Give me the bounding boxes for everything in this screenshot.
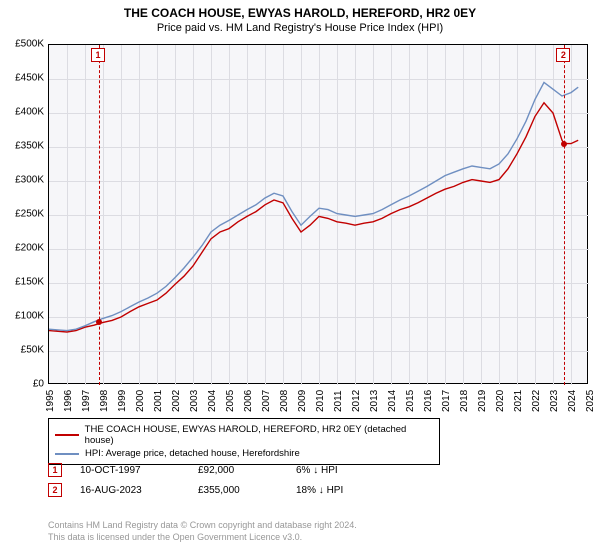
x-tick-label: 2023 (549, 390, 560, 412)
x-tick-label: 2024 (567, 390, 578, 412)
chart-svg (49, 45, 589, 385)
x-tick-label: 2011 (333, 390, 344, 412)
x-tick-label: 2015 (405, 390, 416, 412)
data-rows: 1 10-OCT-1997 £92,000 6% ↓ HPI 2 16-AUG-2023 £… (48, 460, 343, 500)
x-tick-label: 2001 (153, 390, 164, 412)
x-tick-label: 1998 (99, 390, 110, 412)
x-tick-label: 2007 (261, 390, 272, 412)
legend-row: HPI: Average price, detached house, Here… (55, 447, 433, 460)
event-vline (564, 45, 565, 385)
chart-plot-area (48, 44, 588, 384)
x-tick-label: 2019 (477, 390, 488, 412)
y-tick-label: £400K (0, 107, 44, 118)
x-tick-label: 1999 (117, 390, 128, 412)
data-row-marker: 2 (48, 483, 62, 497)
x-tick-label: 2021 (513, 390, 524, 412)
event-marker-dot (561, 141, 567, 147)
data-row-marker: 1 (48, 463, 62, 477)
footnote-line: This data is licensed under the Open Gov… (48, 532, 357, 544)
data-row-delta: 18% ↓ HPI (296, 485, 343, 496)
data-row-date: 16-AUG-2023 (80, 485, 180, 496)
x-tick-label: 2009 (297, 390, 308, 412)
y-tick-label: £0 (0, 379, 44, 390)
event-vline (99, 45, 100, 385)
x-tick-label: 2008 (279, 390, 290, 412)
event-marker-box: 2 (556, 48, 570, 62)
x-tick-label: 2013 (369, 390, 380, 412)
x-tick-label: 2012 (351, 390, 362, 412)
x-tick-label: 2004 (207, 390, 218, 412)
x-tick-label: 2006 (243, 390, 254, 412)
event-marker-dot (96, 319, 102, 325)
x-tick-label: 2005 (225, 390, 236, 412)
x-tick-label: 2018 (459, 390, 470, 412)
footnote: Contains HM Land Registry data © Crown c… (48, 520, 357, 543)
chart-subtitle: Price paid vs. HM Land Registry's House … (0, 20, 600, 34)
data-row-price: £355,000 (198, 485, 278, 496)
x-tick-label: 2002 (171, 390, 182, 412)
footnote-line: Contains HM Land Registry data © Crown c… (48, 520, 357, 532)
x-tick-label: 2025 (585, 390, 596, 412)
y-tick-label: £500K (0, 39, 44, 50)
legend-label: HPI: Average price, detached house, Here… (85, 448, 300, 459)
x-tick-label: 1997 (81, 390, 92, 412)
y-tick-label: £200K (0, 243, 44, 254)
x-tick-label: 2010 (315, 390, 326, 412)
y-tick-label: £50K (0, 345, 44, 356)
data-row: 2 16-AUG-2023 £355,000 18% ↓ HPI (48, 480, 343, 500)
y-tick-label: £350K (0, 141, 44, 152)
data-row: 1 10-OCT-1997 £92,000 6% ↓ HPI (48, 460, 343, 480)
x-tick-label: 1995 (45, 390, 56, 412)
y-tick-label: £300K (0, 175, 44, 186)
event-marker-box: 1 (91, 48, 105, 62)
legend-swatch (55, 453, 79, 455)
x-tick-label: 2017 (441, 390, 452, 412)
y-tick-label: £100K (0, 311, 44, 322)
legend-swatch (55, 434, 79, 436)
x-tick-label: 1996 (63, 390, 74, 412)
y-tick-label: £450K (0, 73, 44, 84)
legend: THE COACH HOUSE, EWYAS HAROLD, HEREFORD,… (48, 418, 440, 465)
legend-label: THE COACH HOUSE, EWYAS HAROLD, HEREFORD,… (85, 424, 433, 446)
data-row-price: £92,000 (198, 465, 278, 476)
x-tick-label: 2014 (387, 390, 398, 412)
x-tick-label: 2022 (531, 390, 542, 412)
series-line (49, 82, 578, 330)
data-row-delta: 6% ↓ HPI (296, 465, 338, 476)
x-tick-label: 2020 (495, 390, 506, 412)
data-row-date: 10-OCT-1997 (80, 465, 180, 476)
x-tick-label: 2003 (189, 390, 200, 412)
y-tick-label: £150K (0, 277, 44, 288)
x-tick-label: 2000 (135, 390, 146, 412)
series-line (49, 103, 578, 332)
y-tick-label: £250K (0, 209, 44, 220)
x-tick-label: 2016 (423, 390, 434, 412)
legend-row: THE COACH HOUSE, EWYAS HAROLD, HEREFORD,… (55, 423, 433, 447)
chart-title: THE COACH HOUSE, EWYAS HAROLD, HEREFORD,… (0, 0, 600, 20)
